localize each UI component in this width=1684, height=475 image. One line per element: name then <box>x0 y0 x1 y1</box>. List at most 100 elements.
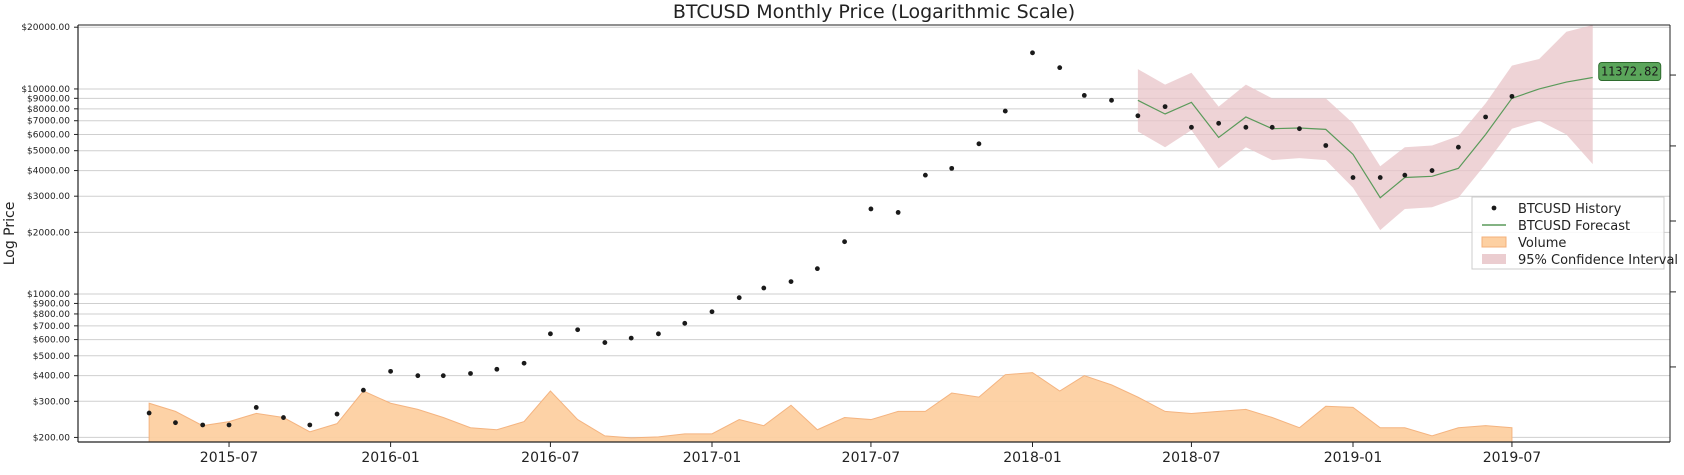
y-tick-label: $4000.00 <box>27 167 70 177</box>
y-tick-label: $700.00 <box>33 322 70 332</box>
history-point <box>200 422 206 428</box>
history-point <box>602 340 608 345</box>
x-tick-label: 2018-01 <box>1003 450 1062 466</box>
history-point <box>1350 175 1356 180</box>
history-point <box>1030 50 1035 56</box>
history-point <box>1189 124 1194 130</box>
history-point <box>1216 120 1222 126</box>
x-tick-label: 2019-07 <box>1483 450 1542 466</box>
history-point <box>1377 175 1383 180</box>
y-tick-label: $400.00 <box>33 372 70 382</box>
history-point <box>709 309 715 315</box>
legend-label: BTCUSD Forecast <box>1518 219 1630 234</box>
history-point <box>895 210 901 215</box>
history-point <box>1269 124 1275 130</box>
axes <box>77 24 1671 443</box>
history-point <box>494 366 500 372</box>
legend-label: Volume <box>1518 236 1566 251</box>
forecast-line <box>1137 76 1593 199</box>
history-point <box>360 387 366 393</box>
history-point <box>548 331 553 337</box>
history-point <box>307 422 313 428</box>
y-tick-label: $900.00 <box>33 299 70 309</box>
history-point <box>1002 108 1008 114</box>
legend-volume-marker <box>1481 236 1507 248</box>
history-point <box>226 422 232 428</box>
history-point <box>1109 97 1114 103</box>
history-point <box>1455 144 1461 150</box>
history-point <box>575 327 581 333</box>
history-point <box>976 141 982 147</box>
forecast-layer <box>1137 76 1593 199</box>
history-point <box>736 295 742 301</box>
y-tick-label: $7000.00 <box>27 117 70 127</box>
legend: BTCUSD History BTCUSD Forecast Volume 95% C… <box>1471 196 1678 270</box>
y-tick-label: $20000.00 <box>21 23 70 33</box>
y-tick-label: $1000.00 <box>27 290 70 300</box>
history-point <box>1297 126 1302 132</box>
history-point <box>415 373 421 379</box>
history-point <box>682 320 688 326</box>
y-tick-label: $10000.00 <box>21 85 70 95</box>
history-point <box>1402 172 1408 178</box>
y-tick-label: $3000.00 <box>27 192 70 202</box>
x-tick-label: 2019-01 <box>1324 450 1383 466</box>
history-point <box>788 279 794 285</box>
history-point <box>334 411 340 417</box>
legend-ci-marker <box>1482 254 1506 264</box>
legend-history-marker <box>1491 205 1497 211</box>
history-point <box>388 368 394 374</box>
x-tick-label: 2018-07 <box>1162 450 1221 466</box>
y-tick-label: $9000.00 <box>27 94 70 104</box>
x-tick-label: 2016-01 <box>361 450 420 466</box>
y-tick-label: $600.00 <box>33 336 70 346</box>
volume-layer <box>148 372 1513 443</box>
history-point <box>173 420 178 426</box>
history-point <box>1081 93 1087 98</box>
history-point <box>440 373 446 379</box>
volume-area <box>148 372 1513 443</box>
y-tick-label: $6000.00 <box>27 130 70 140</box>
x-tick-label: 2016-07 <box>521 450 580 466</box>
y-tick-label: $300.00 <box>33 397 70 407</box>
y-tick-label: $8000.00 <box>27 105 70 115</box>
y-tick-label: $5000.00 <box>27 147 70 157</box>
confidence-interval-layer <box>1137 25 1593 231</box>
history-point <box>1135 113 1141 119</box>
history-point <box>656 331 661 337</box>
callout-box <box>1598 61 1662 81</box>
confidence-band <box>1137 25 1593 231</box>
history-point <box>949 165 955 171</box>
history-point <box>1323 143 1329 148</box>
y-tick-label: $2000.00 <box>27 228 70 238</box>
legend-label: 95% Confidence Interval <box>1518 253 1678 268</box>
history-point <box>761 285 767 291</box>
x-tick-label: 2017-01 <box>683 450 742 466</box>
history-point <box>281 415 286 420</box>
y-tick-label: $800.00 <box>33 310 70 320</box>
legend-label: BTCUSD History <box>1518 202 1622 217</box>
right-axis-ticks <box>1670 74 1676 368</box>
forecast-callout: 11372.82 <box>1598 61 1662 81</box>
grid-lines <box>78 26 1670 438</box>
x-tick-labels: 2015-07 2016-01 2016-07 2017-01 2017-07 2018-… <box>200 442 1541 466</box>
history-point <box>253 405 259 410</box>
history-point <box>842 239 847 245</box>
history-point <box>1429 168 1435 173</box>
chart-title: BTCUSD Monthly Price (Logarithmic Scale) <box>673 1 1075 23</box>
history-point <box>1057 65 1063 71</box>
history-point <box>521 360 527 366</box>
history-point <box>1162 104 1168 110</box>
y-axis-label: Log Price <box>2 202 18 266</box>
history-layer <box>146 50 1515 428</box>
history-point <box>1243 124 1249 130</box>
y-tick-label: $200.00 <box>33 433 70 443</box>
history-point <box>1509 93 1515 99</box>
y-tick-label: $500.00 <box>33 352 70 362</box>
history-point <box>468 371 473 376</box>
callout-value: 11372.82 <box>1601 64 1659 78</box>
history-point <box>628 335 634 341</box>
history-point <box>146 410 152 416</box>
